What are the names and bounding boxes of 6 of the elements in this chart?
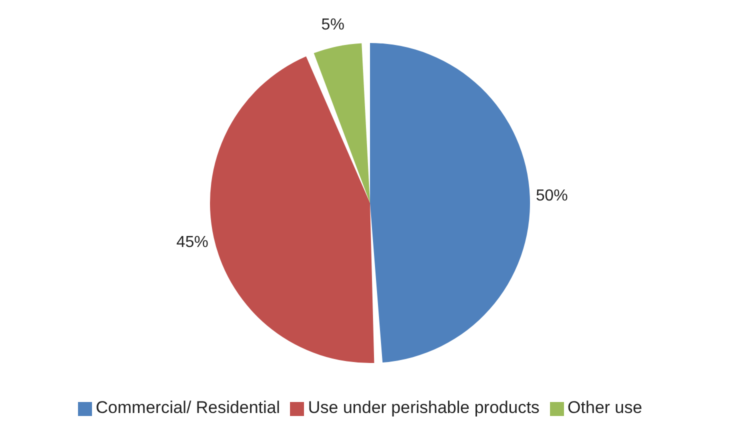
data-label: 5% (321, 16, 344, 34)
legend-label: Commercial/ Residential (96, 398, 280, 417)
data-label: 50% (536, 187, 568, 204)
data-label: 45% (176, 234, 208, 251)
legend-label: Other use (568, 398, 642, 417)
legend-label: Use under perishable products (308, 398, 540, 417)
